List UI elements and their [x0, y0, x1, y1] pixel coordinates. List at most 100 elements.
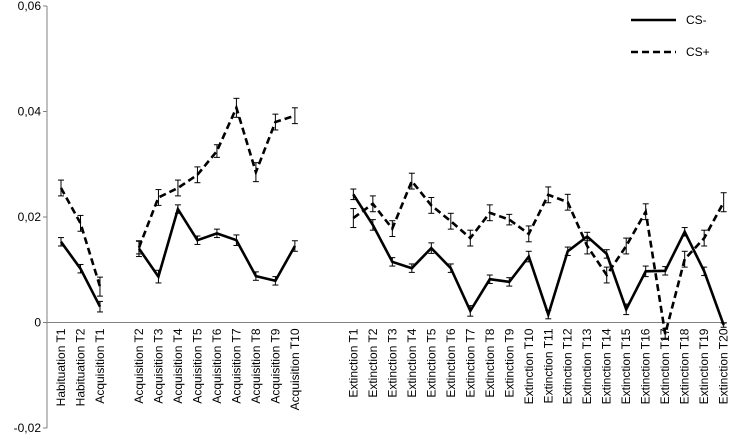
- series-line: [352, 193, 725, 326]
- error-bar: [486, 274, 493, 284]
- error-bar: [447, 263, 454, 273]
- error-bar: [408, 263, 415, 273]
- series-line: [352, 178, 725, 335]
- error-bar: [291, 240, 298, 252]
- error-bar: [174, 179, 181, 197]
- error-bar: [662, 266, 669, 276]
- y-tick-label: 0,04: [18, 105, 42, 119]
- error-bar: [58, 237, 64, 247]
- error-bar: [642, 203, 649, 221]
- error-bar: [350, 188, 357, 201]
- error-bar: [428, 242, 435, 254]
- error-bar: [389, 257, 396, 267]
- series-CS+: [58, 97, 727, 340]
- error-bar: [369, 195, 376, 213]
- y-tick-labels: -0,02 0 0,02 0,04 0,06: [14, 0, 42, 435]
- error-bar: [506, 277, 513, 287]
- error-bar: [369, 219, 376, 231]
- legend-item-CS-: CS-: [631, 13, 707, 27]
- category-label: Extinction T12: [561, 328, 575, 404]
- error-bar: [681, 227, 688, 237]
- category-label: Extinction T4: [405, 328, 419, 397]
- error-bar: [701, 266, 708, 277]
- category-label: Extinction T2: [366, 328, 380, 397]
- series-line: [137, 104, 296, 249]
- category-label: Acquisition T4: [171, 328, 185, 403]
- legend-label: CS+: [686, 45, 710, 59]
- error-bar: [194, 166, 201, 184]
- error-bar: [681, 250, 688, 268]
- error-bar: [213, 228, 220, 239]
- error-bar: [584, 237, 591, 255]
- category-label: Extinction T18: [678, 328, 692, 404]
- category-label: Extinction T3: [385, 328, 399, 397]
- category-label: Extinction T16: [639, 328, 653, 404]
- error-bar: [720, 322, 727, 328]
- error-bar: [525, 250, 532, 263]
- category-label: Extinction T20: [717, 328, 731, 404]
- error-bar: [233, 234, 240, 246]
- error-bar: [564, 246, 571, 257]
- error-bar: [291, 107, 298, 125]
- error-bar: [428, 196, 435, 214]
- legend: CS- CS+: [631, 13, 710, 59]
- y-tick-label: -0,02: [14, 421, 42, 435]
- error-bar: [194, 235, 201, 245]
- series-line: [137, 205, 297, 283]
- error-bar: [701, 229, 708, 247]
- category-label: Extinction T10: [522, 328, 536, 404]
- category-label: Extinction T5: [424, 328, 438, 397]
- axes: [43, 5, 727, 429]
- category-label: Extinction T1: [346, 328, 360, 397]
- error-bar: [662, 328, 669, 340]
- y-tick-label: 0,06: [18, 0, 42, 13]
- error-bar: [135, 240, 142, 255]
- legend-label: CS-: [686, 13, 707, 27]
- error-bar: [272, 276, 279, 286]
- series-line: [59, 241, 102, 308]
- error-bar: [447, 212, 454, 230]
- category-label: Extinction T19: [697, 328, 711, 404]
- category-label: Habituation T1: [54, 328, 68, 406]
- category-label: Extinction T9: [502, 328, 516, 397]
- error-bar: [96, 300, 103, 313]
- category-label: Extinction T17: [658, 328, 672, 404]
- series-layer: [58, 97, 727, 340]
- error-bar: [564, 193, 571, 211]
- category-label: Acquisition T8: [249, 328, 263, 403]
- category-label: Extinction T14: [600, 328, 614, 404]
- error-bar: [96, 276, 103, 297]
- category-label: Acquisition T9: [268, 328, 282, 403]
- category-label: Extinction T11: [541, 328, 555, 403]
- error-bar: [603, 249, 610, 259]
- y-tick-label: 0,02: [18, 210, 42, 224]
- error-bar: [642, 265, 649, 278]
- error-bar: [623, 303, 630, 316]
- category-label: Habituation T2: [73, 328, 87, 406]
- category-label: Extinction T15: [619, 328, 633, 404]
- error-bar: [720, 192, 727, 213]
- category-label: Acquisition T10: [288, 328, 302, 410]
- category-label: Acquisition T5: [190, 328, 204, 403]
- y-tick-label: 0: [34, 316, 41, 330]
- error-bar: [252, 162, 259, 183]
- error-bar: [252, 271, 259, 281]
- error-bar: [155, 189, 162, 206]
- error-bar: [408, 172, 415, 190]
- category-label: Acquisition T7: [229, 328, 243, 403]
- error-bar: [467, 305, 474, 317]
- error-bar: [545, 186, 552, 204]
- category-label: Acquisition T6: [210, 328, 224, 403]
- error-bar: [486, 204, 493, 222]
- error-bar: [174, 204, 181, 214]
- category-label: Extinction T13: [580, 328, 594, 404]
- error-bar: [350, 208, 357, 229]
- legend-item-CS+: CS+: [631, 45, 710, 59]
- series-line: [59, 187, 102, 287]
- category-labels: Habituation T1 Habituation T2 Acquisition …: [54, 328, 731, 410]
- error-bar: [58, 179, 64, 197]
- error-bar: [213, 144, 220, 158]
- category-label: Extinction T8: [483, 328, 497, 397]
- category-label: Extinction T6: [444, 328, 458, 397]
